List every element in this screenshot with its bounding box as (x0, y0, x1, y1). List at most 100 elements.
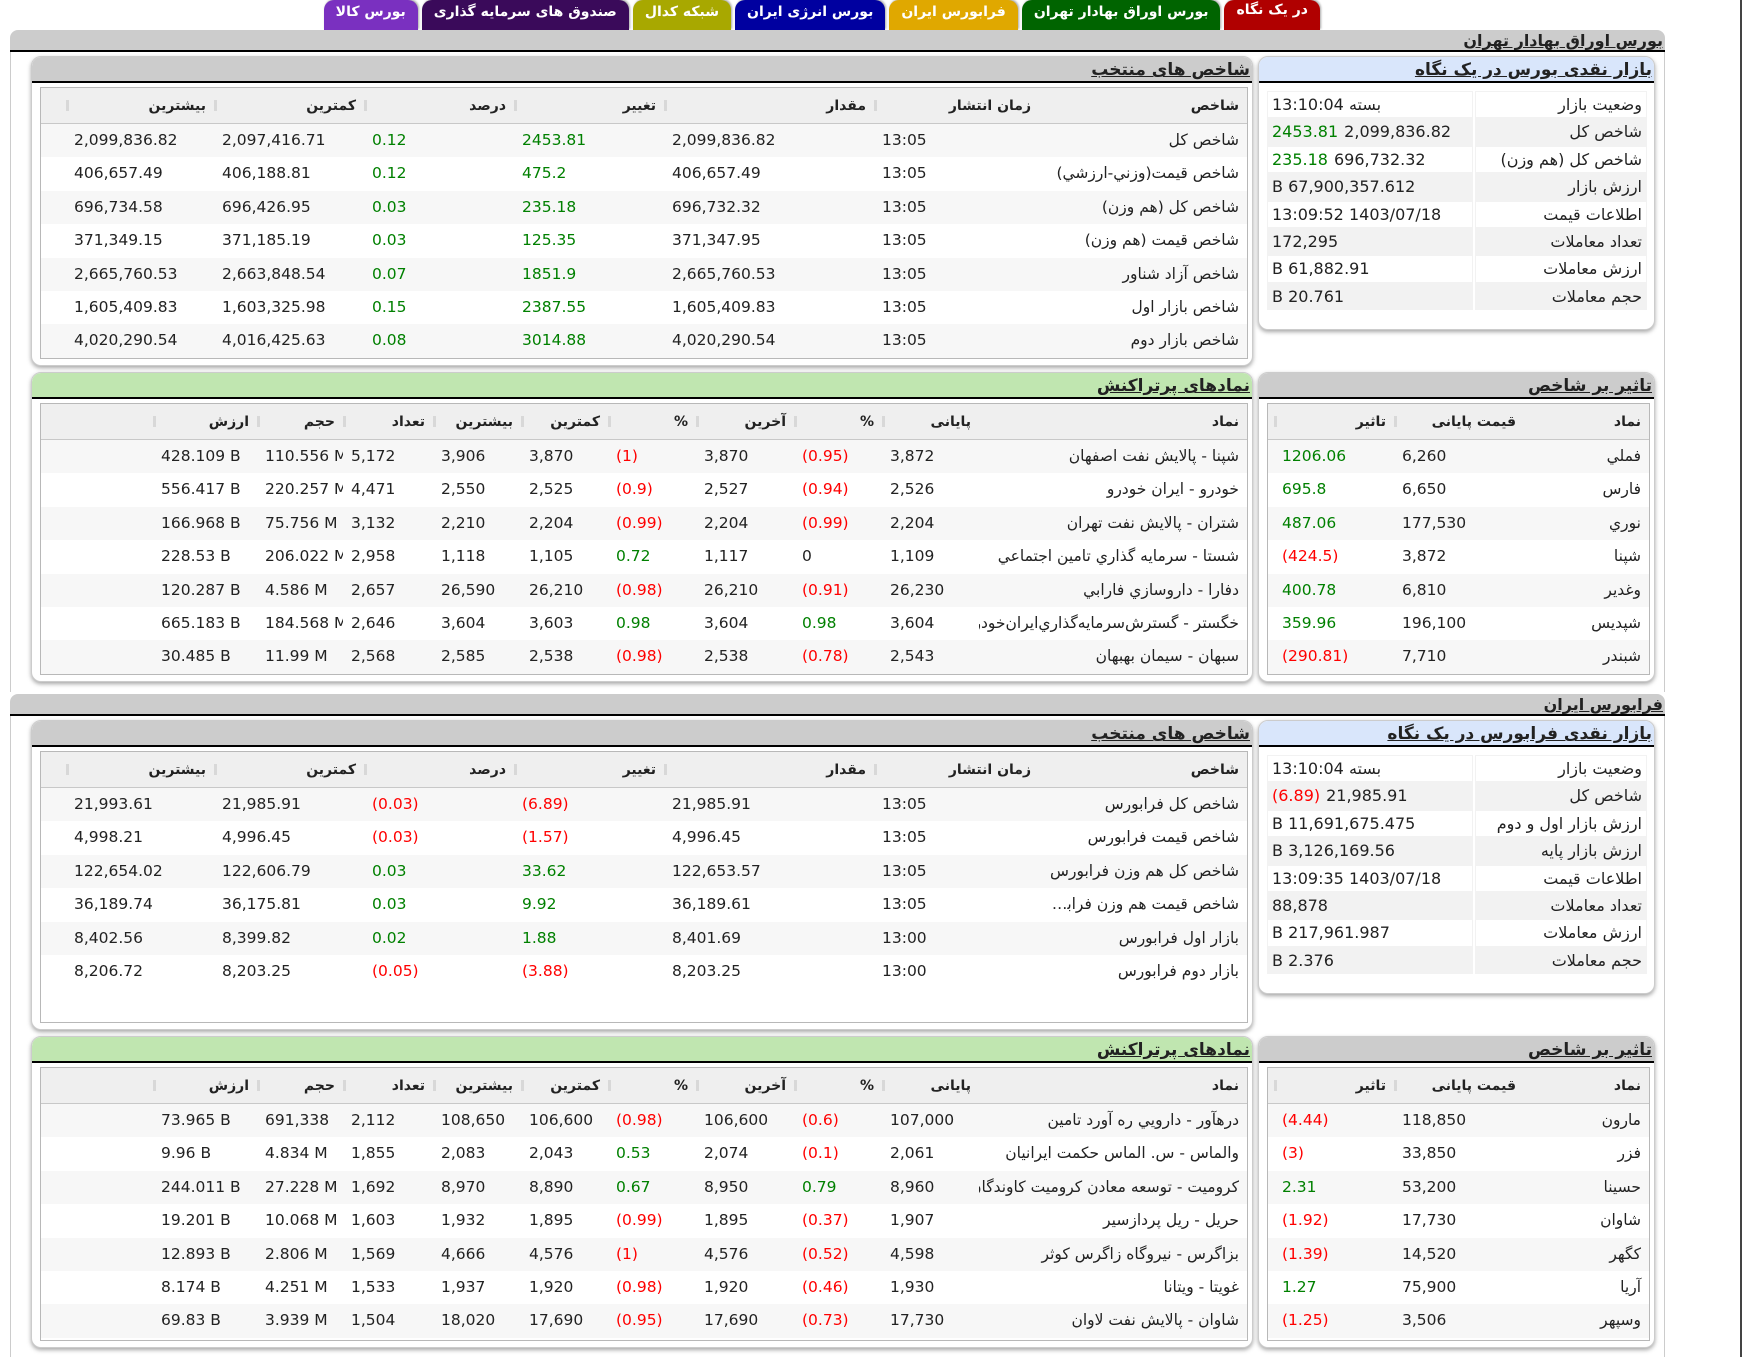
column-header[interactable]: پایانی (882, 1068, 979, 1103)
table-row[interactable]: شاخص آزاد شناور 13:05 2,665,760.53 1851.9 0.… (41, 257, 1247, 291)
symbol-name[interactable]: فارس (1602, 480, 1641, 499)
column-header[interactable]: بیشترین (433, 404, 521, 439)
table-row[interactable]: نوري 177,530 487.06 (1268, 506, 1649, 541)
column-header[interactable]: درصد (364, 88, 514, 123)
table-row[interactable]: شاخص قيمت(وزني-ارزشي) 13:05 406,657.49 475.… (41, 157, 1247, 190)
tab-codal-network[interactable]: شبکه کدال (632, 0, 731, 30)
column-header[interactable]: شاخص (1190, 98, 1239, 114)
column-header[interactable]: % (608, 404, 696, 439)
column-header[interactable]: کمترین (214, 88, 364, 123)
table-row[interactable]: شستا - سرمايه گذاري تامين اجتماعي 1,109 0 1… (41, 540, 1247, 573)
column-header[interactable]: کمترین (521, 404, 608, 439)
table-row[interactable]: شتران - پالايش نفت تهران 2,204 (0.99) 2,204… (41, 506, 1247, 541)
table-row[interactable]: شبندر 7,710 (290.81) (1268, 640, 1649, 674)
symbol-name[interactable]: شپنا (1613, 547, 1641, 566)
column-header[interactable]: تعداد (343, 1068, 433, 1103)
table-row[interactable]: وغدير 6,810 400.78 (1268, 573, 1649, 607)
table-row[interactable]: سبهان - سيمان بهبهان 2,543 (0.78) 2,538 (0.9… (41, 640, 1247, 674)
table-row[interactable]: شاخص قیمت هم وزن فرابو... 13:05 36,189.61 9… (41, 888, 1247, 921)
table-row[interactable]: شپنا 3,872 (424.5) (1268, 540, 1649, 573)
table-row[interactable]: شاخص کل 13:05 2,099,836.82 2453.81 0.12 2,097… (41, 124, 1247, 158)
tab-investment-funds[interactable]: صندوق های سرمایه گذاری (421, 0, 629, 30)
table-row[interactable]: بزاگرس - نيروگاه زاگرس کوثر 4,598 (0.52) 4,… (41, 1237, 1247, 1271)
table-row[interactable]: شاوان 17,730 (1.92) (1268, 1204, 1649, 1237)
column-header[interactable]: شاخص (1190, 762, 1239, 778)
table-row[interactable]: شاخص کل هم وزن فرابورس 13:05 122,653.57 33.… (41, 854, 1247, 889)
column-header[interactable]: بیشترین (66, 88, 214, 123)
symbol-name[interactable]: وغدير (1604, 580, 1641, 599)
table-row[interactable]: کروميت - توسعه معادن کروميت کاوندگان 8,96… (41, 1170, 1247, 1205)
symbol-name[interactable]: فزر (1617, 1144, 1641, 1163)
table-row[interactable]: شاخص کل (هم وزن) 13:05 696,732.32 235.18 0.0… (41, 190, 1247, 225)
table-row[interactable]: شپديس 196,100 359.96 (1268, 607, 1649, 640)
symbol-name[interactable]: شتران - پالايش نفت تهران (1066, 513, 1239, 532)
symbol-name[interactable]: فملي (1606, 447, 1641, 465)
symbol-name[interactable]: خگستر - گسترش‌سرمايه‌گذاري‌ايران‌خودرو (979, 613, 1239, 632)
symbol-name[interactable]: غويتا - ويتانا (1163, 1277, 1239, 1296)
column-header[interactable]: کمترین (214, 752, 364, 787)
column-header[interactable]: مقدار (664, 752, 874, 787)
table-row[interactable]: مارون 118,850 (4.44) (1268, 1104, 1649, 1138)
table-row[interactable]: خگستر - گسترش‌سرمايه‌گذاري‌ايران‌خودرو 3,… (41, 607, 1247, 640)
symbol-name[interactable]: حريل - ريل پردازسير (1103, 1211, 1239, 1230)
symbol-name[interactable]: کروميت - توسعه معادن کروميت کاوندگان (979, 1177, 1239, 1196)
table-row[interactable]: وسپهر 3,506 (1.25) (1268, 1304, 1649, 1338)
table-row[interactable]: والماس - س. الماس حکمت ايرانيان 2,061 (0.1… (41, 1137, 1247, 1170)
symbol-name[interactable]: حسينا (1603, 1177, 1642, 1196)
column-header[interactable]: آخرین (696, 1068, 794, 1103)
symbol-name[interactable]: خودرو - ايران خودرو (1106, 480, 1239, 499)
symbol-name[interactable]: شپنا - پالايش نفت اصفهان (1068, 447, 1239, 465)
table-row[interactable]: آريا 75,900 1.27 (1268, 1271, 1649, 1304)
column-header[interactable]: ارزش (153, 1068, 257, 1103)
column-header[interactable]: تعداد (343, 404, 433, 439)
column-header[interactable]: کمترین (521, 1068, 608, 1103)
column-header[interactable]: قیمت پایانی (1394, 1068, 1524, 1103)
table-row[interactable]: شاخص قیمت فرابورس 13:05 4,996.45 (1.57) (0.0… (41, 821, 1247, 854)
column-header[interactable]: نماد (1613, 414, 1641, 430)
column-header[interactable]: قیمت پایانی (1394, 404, 1524, 439)
symbol-name[interactable]: شاوان (1600, 1211, 1641, 1230)
table-row[interactable]: فزر 33,850 (3) (1268, 1137, 1649, 1170)
table-row[interactable]: دفارا - داروسازي فارابي 26,230 (0.91) 26,21… (41, 573, 1247, 607)
tab-iran-farabourse[interactable]: فرابورس ایران (889, 0, 1018, 30)
symbol-name[interactable]: سبهان - سيمان بهبهان (1095, 647, 1239, 666)
symbol-name[interactable]: کگهر (1609, 1244, 1641, 1263)
column-header[interactable]: درصد (364, 752, 514, 787)
tab-at-a-glance[interactable]: در یک نگاه (1224, 0, 1320, 30)
column-header[interactable]: نماد (1211, 1078, 1239, 1094)
table-row[interactable]: شاخص قیمت (هم وزن) 13:05 371,347.95 125.35 0… (41, 224, 1247, 257)
column-header[interactable]: تاثیر (1274, 1068, 1394, 1103)
table-row[interactable]: فارس 6,650 695.8 (1268, 473, 1649, 506)
table-row[interactable]: خودرو - ايران خودرو 2,526 (0.94) 2,527 (0.9)… (41, 473, 1247, 506)
column-header[interactable]: حجم (257, 404, 343, 439)
column-header[interactable]: تغییر (514, 752, 664, 787)
table-row[interactable]: بازار اول فرابورس 13:00 8,401.69 1.88 0.02 8,… (41, 921, 1247, 955)
column-header[interactable]: ارزش (153, 404, 257, 439)
tab-tehran-stock-exchange[interactable]: بورس اوراق بهادار تهران (1021, 0, 1221, 30)
table-row[interactable]: حسينا 53,200 2.31 (1268, 1170, 1649, 1205)
column-header[interactable]: بیشترین (66, 752, 214, 787)
column-header[interactable]: نماد (1613, 1078, 1641, 1094)
symbol-name[interactable]: وسپهر (1600, 1311, 1641, 1330)
symbol-name[interactable]: والماس - س. الماس حکمت ايرانيان (1005, 1144, 1239, 1163)
column-header[interactable]: پایانی (882, 404, 979, 439)
column-header[interactable]: حجم (257, 1068, 343, 1103)
table-row[interactable]: شپنا - پالايش نفت اصفهان 3,872 (0.95) 3,870… (41, 440, 1247, 474)
table-row[interactable]: بازار دوم فرابورس 13:00 8,203.25 (3.88) (0.0… (41, 955, 1247, 988)
table-row[interactable]: غويتا - ويتانا 1,930 (0.46) 1,920 (0.98) 1,92… (41, 1271, 1247, 1304)
table-row[interactable]: شاخص بازار دوم 13:05 4,020,290.54 3014.88 0.… (41, 324, 1247, 358)
symbol-name[interactable]: شبندر (1603, 647, 1641, 666)
column-header[interactable]: زمان انتشار (874, 88, 1039, 123)
tab-commodity-exchange[interactable]: بورس کالا (323, 0, 418, 30)
column-header[interactable]: تغییر (514, 88, 664, 123)
table-row[interactable]: فملي 6,260 1206.06 (1268, 440, 1649, 474)
table-row[interactable]: شاخص بازار اول 13:05 1,605,409.83 2387.55 0.… (41, 291, 1247, 324)
column-header[interactable]: نماد (1211, 414, 1239, 430)
table-row[interactable]: کگهر 14,520 (1.39) (1268, 1237, 1649, 1271)
column-header[interactable]: % (794, 404, 882, 439)
column-header[interactable]: تاثیر (1274, 404, 1394, 439)
table-row[interactable]: شاوان - پالايش نفت لاوان 17,730 (0.73) 17,6… (41, 1304, 1247, 1338)
symbol-name[interactable]: آريا (1620, 1277, 1641, 1296)
symbol-name[interactable]: درهآور - دارويي ره آورد تامين (1047, 1111, 1240, 1129)
table-row[interactable]: درهآور - دارويي ره آورد تامين 107,000 (0.6… (41, 1104, 1247, 1138)
